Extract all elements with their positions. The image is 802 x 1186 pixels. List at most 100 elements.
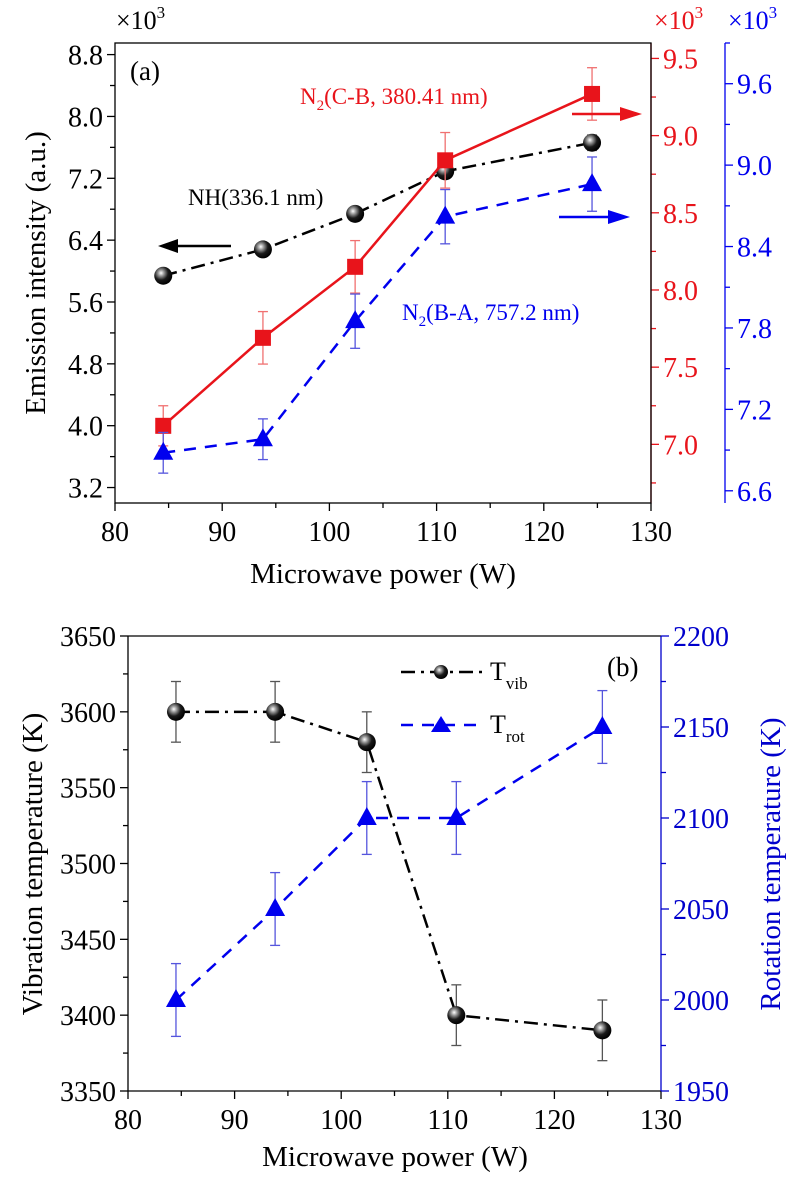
- n2-ba-right-arrow-icon: [559, 210, 630, 224]
- right2-y-tick-label: 9.6: [737, 70, 772, 101]
- left-y-tick-label: 3500: [60, 850, 116, 881]
- x-tick-label: 130: [640, 1105, 682, 1136]
- legend: Tvib Trot: [401, 657, 528, 746]
- left-y-tick-label: 3550: [60, 774, 116, 805]
- right2-y-tick-label: 9.0: [737, 151, 772, 182]
- legend-item-trot: Trot: [401, 710, 525, 746]
- right-y-tick-label: 2150: [673, 713, 729, 744]
- right-y-tick-label: 2050: [673, 895, 729, 926]
- x-tick-label: 90: [221, 1105, 249, 1136]
- left-y-tick-label: 3.2: [68, 474, 103, 505]
- left-y-tick-label: 3400: [60, 1001, 116, 1032]
- n2-cb-series-label: N2(C-B, 380.41 nm): [300, 84, 488, 114]
- data-point: [582, 173, 603, 192]
- data-point: [166, 702, 185, 721]
- data-point: [356, 807, 377, 825]
- red-axis-multiplier: ×103: [654, 3, 703, 35]
- blue-axis-multiplier: ×103: [728, 3, 777, 35]
- right1-y-tick-label: 8.5: [663, 199, 698, 230]
- x-tick-label: 120: [523, 517, 565, 548]
- x-tick-label: 110: [416, 517, 457, 548]
- data-point: [253, 240, 272, 259]
- series-1: [155, 67, 601, 447]
- left-y-tick-label: 7.2: [68, 164, 103, 195]
- right1-y-tick-label: 9.5: [663, 44, 698, 75]
- legend-triangle-marker: [431, 716, 451, 732]
- series-line: [162, 141, 593, 277]
- data-point: [165, 989, 186, 1007]
- left-y-tick-label: 3450: [60, 925, 116, 956]
- right2-y-tick-label: 7.8: [737, 314, 772, 345]
- legend-trot-main: T: [490, 710, 506, 739]
- x-tick-label: 90: [208, 517, 236, 548]
- series-0: [166, 680, 612, 1062]
- nh-left-arrow-icon: [158, 239, 231, 253]
- data-point: [437, 152, 454, 169]
- right-y-tick-label: 1950: [673, 1077, 729, 1108]
- data-point: [252, 428, 273, 447]
- right-y-tick-label: 2000: [673, 986, 729, 1017]
- x-tick-label: 80: [101, 517, 129, 548]
- right2-y-tick-label: 6.6: [737, 477, 772, 508]
- right1-y-tick-label: 9.0: [663, 122, 698, 153]
- data-point: [347, 258, 364, 275]
- data-point: [346, 204, 365, 223]
- x-tick-label: 130: [630, 517, 672, 548]
- n2-ba-series-label: N2(B-A, 757.2 nm): [402, 300, 579, 330]
- series-line: [175, 710, 603, 1032]
- n2-cb-right-arrow-icon: [572, 107, 642, 121]
- left-y-tick-label: 8.8: [68, 41, 103, 72]
- data-point: [435, 205, 456, 224]
- data-point: [592, 716, 613, 734]
- right1-y-tick-label: 8.0: [663, 276, 698, 307]
- panel-a-xlabel: Microwave power (W): [250, 558, 516, 590]
- series-line: [163, 182, 593, 455]
- right2-y-tick-label: 8.4: [737, 233, 772, 264]
- svg-text:Tvib: Tvib: [490, 657, 528, 693]
- left-y-tick-label: 3600: [60, 698, 116, 729]
- left-y-tick-label: 8.0: [68, 102, 103, 133]
- panel-a: 80 90 100 110 120 130 3.2 4.0 4.8 5.6 6.4 7.2 8.0 8.8…: [20, 3, 777, 590]
- legend-item-tvib: Tvib: [401, 657, 528, 693]
- nh-series-label: NH(336.1 nm): [188, 185, 323, 210]
- series-line: [175, 725, 604, 1001]
- x-tick-label: 120: [533, 1105, 575, 1136]
- data-point: [583, 133, 602, 152]
- panel-b-ylabel-right: Rotation temperature (K): [755, 717, 787, 1010]
- data-point: [254, 329, 271, 346]
- svg-text:Trot: Trot: [490, 710, 525, 746]
- series-2: [153, 156, 603, 474]
- data-point: [446, 807, 467, 825]
- right1-y-tick-label: 7.5: [663, 353, 698, 384]
- data-point: [266, 702, 285, 721]
- data-point: [447, 1006, 466, 1025]
- legend-sphere-marker: [434, 665, 448, 679]
- right-y-tick-label: 2200: [673, 622, 729, 653]
- left-y-tick-label: 4.0: [68, 412, 103, 443]
- panel-a-label: (a): [130, 56, 160, 86]
- left-y-tick-label: 5.6: [68, 288, 103, 319]
- data-point: [265, 898, 286, 916]
- data-point: [345, 310, 366, 329]
- left-axis-multiplier: ×103: [116, 3, 165, 35]
- left-y-tick-label: 4.8: [68, 350, 103, 381]
- left-y-tick-label: 3350: [60, 1077, 116, 1108]
- panel-b: 80 90 100 110 120 130 3350 3400 3450 3500 3550 3600…: [17, 622, 787, 1173]
- data-point: [154, 266, 173, 285]
- data-point: [153, 441, 174, 460]
- panel-b-ylabel-left: Vibration temperature (K): [17, 713, 49, 1016]
- x-tick-label: 80: [114, 1105, 142, 1136]
- legend-tvib-sub: vib: [506, 674, 528, 693]
- panel-a-frame: [114, 42, 652, 504]
- panel-b-label: (b): [607, 652, 638, 682]
- right1-y-tick-label: 7.0: [663, 430, 698, 461]
- right2-y-tick-label: 7.2: [737, 395, 772, 426]
- panel-a-ylabel: Emission intensity (a.u.): [20, 131, 52, 415]
- left-y-tick-label: 3650: [60, 622, 116, 653]
- x-tick-label: 100: [320, 1105, 362, 1136]
- series-1: [165, 689, 613, 1038]
- legend-trot-sub: rot: [506, 727, 525, 746]
- right-y-tick-label: 2100: [673, 804, 729, 835]
- panel-b-xlabel: Microwave power (W): [262, 1141, 528, 1173]
